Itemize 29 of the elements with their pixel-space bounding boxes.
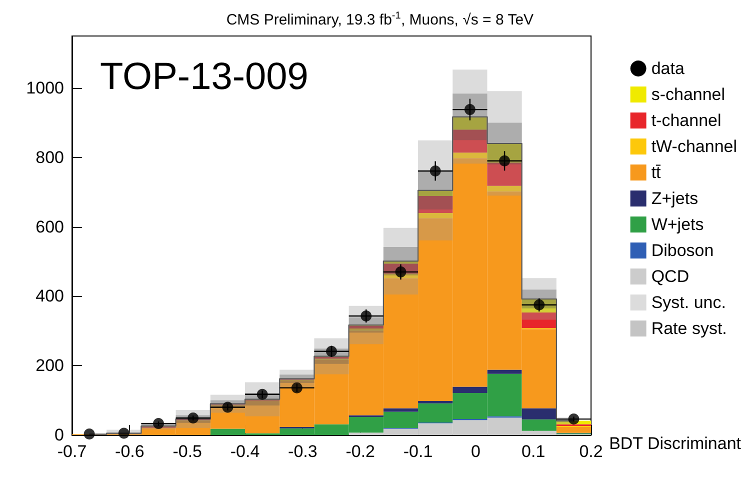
y-tick-label: 400	[36, 286, 64, 306]
x-tick-label: -0.2	[346, 442, 376, 461]
x-tick-label: -0.3	[288, 442, 318, 461]
legend-label: tt̄	[651, 163, 662, 182]
legend-label: Diboson	[651, 241, 714, 260]
legend-label: t-channel	[651, 111, 722, 130]
x-tick-label: -0.4	[230, 442, 260, 461]
y-tick-label: 800	[36, 148, 64, 167]
legend-label: s-channel	[651, 85, 726, 104]
y-tick-label: 0	[54, 426, 64, 444]
x-tick-label: 0.2	[579, 442, 603, 461]
x-tick-label: -0.6	[115, 442, 144, 461]
legend-label: tW-channel	[651, 137, 738, 156]
x-tick-label: -0.7	[57, 442, 87, 461]
legend-label: Rate syst.	[651, 319, 727, 338]
legend-label: Syst. unc.	[651, 293, 726, 312]
x-axis-title: BDT Discriminant	[609, 434, 742, 453]
legend-label: data	[651, 59, 685, 78]
y-tick-label: 1000	[26, 78, 64, 98]
x-tick-label: 0	[470, 442, 480, 461]
x-tick-label: 0.1	[522, 442, 546, 461]
y-tick-label: 600	[36, 217, 64, 236]
x-tick-label: -0.1	[403, 442, 433, 461]
legend-label: W+jets	[651, 215, 704, 234]
legend-label: QCD	[651, 267, 690, 286]
y-tick-label: 200	[36, 356, 64, 376]
annotation: TOP-13-009	[100, 56, 308, 98]
x-tick-label: -0.5	[172, 442, 202, 461]
legend-label: Z+jets	[651, 189, 698, 208]
